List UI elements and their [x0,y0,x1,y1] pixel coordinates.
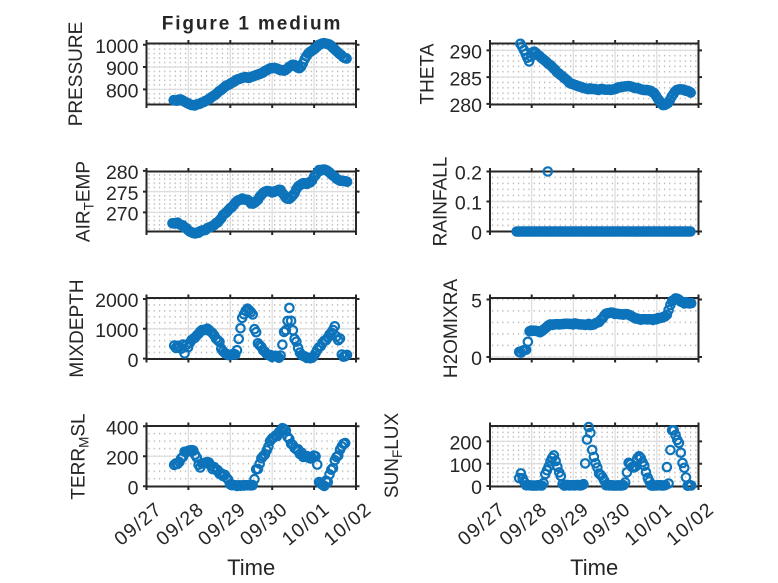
svg-text:Figure 1 medium: Figure 1 medium [162,14,343,35]
svg-text:0.1: 0.1 [455,193,482,215]
svg-text:900: 900 [106,58,139,80]
svg-text:TERRMSL: TERRMSL [69,413,92,499]
svg-text:0: 0 [471,477,482,499]
svg-text:800: 800 [106,81,139,103]
svg-text:100: 100 [449,455,482,477]
svg-text:270: 270 [106,204,139,226]
svg-text:MIXDEPTH: MIXDEPTH [67,279,88,377]
svg-text:0: 0 [471,223,482,245]
svg-text:290: 290 [449,42,482,64]
svg-text:400: 400 [106,417,139,439]
svg-text:0: 0 [128,350,139,372]
svg-text:0.2: 0.2 [455,163,482,185]
svg-text:285: 285 [449,68,482,90]
svg-text:200: 200 [106,447,139,469]
svg-text:Time: Time [227,555,275,580]
svg-text:SUNFLUX: SUNFLUX [382,413,405,499]
svg-text:AIRTEMP: AIRTEMP [74,161,97,242]
svg-text:2000: 2000 [95,290,139,312]
svg-text:275: 275 [106,183,139,205]
svg-text:1000: 1000 [95,36,139,58]
svg-text:H2OMIXRA: H2OMIXRA [441,279,462,379]
svg-text:0: 0 [128,478,139,500]
svg-text:200: 200 [449,433,482,455]
svg-text:1000: 1000 [95,320,139,342]
svg-text:280: 280 [449,95,482,117]
svg-text:0: 0 [471,348,482,370]
svg-text:280: 280 [106,162,139,184]
svg-text:RAINFALL: RAINFALL [431,157,452,247]
svg-text:5: 5 [471,291,482,313]
svg-text:Time: Time [570,555,618,580]
svg-text:THETA: THETA [418,43,439,104]
svg-text:PRESSURE: PRESSURE [66,22,87,127]
